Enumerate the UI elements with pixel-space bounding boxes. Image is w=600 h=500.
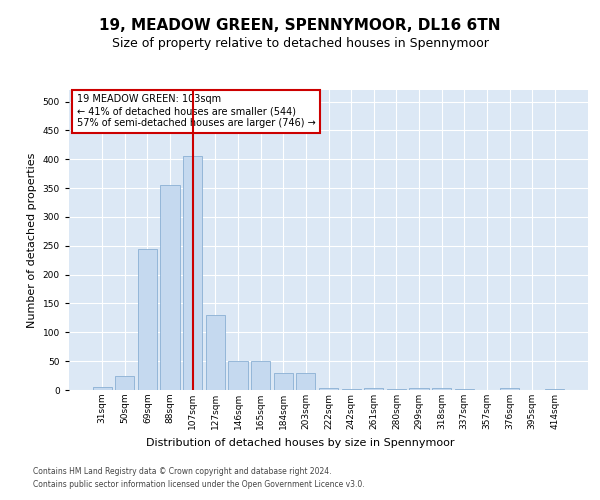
Bar	[92, 387, 112, 390]
Text: 19, MEADOW GREEN, SPENNYMOOR, DL16 6TN: 19, MEADOW GREEN, SPENNYMOOR, DL16 6TN	[99, 18, 501, 32]
Text: Contains public sector information licensed under the Open Government Licence v3: Contains public sector information licen…	[33, 480, 365, 489]
Text: Contains HM Land Registry data © Crown copyright and database right 2024.: Contains HM Land Registry data © Crown c…	[33, 467, 331, 476]
Bar	[251, 361, 270, 390]
Text: 19 MEADOW GREEN: 103sqm
← 41% of detached houses are smaller (544)
57% of semi-d: 19 MEADOW GREEN: 103sqm ← 41% of detache…	[77, 94, 316, 128]
Text: Size of property relative to detached houses in Spennymoor: Size of property relative to detached ho…	[112, 38, 488, 51]
Bar	[160, 185, 180, 390]
Bar	[206, 315, 225, 390]
Bar	[183, 156, 202, 390]
Bar	[229, 361, 248, 390]
Bar	[274, 372, 293, 390]
Bar	[319, 388, 338, 390]
Bar	[409, 388, 428, 390]
Bar	[364, 388, 383, 390]
Bar	[500, 388, 519, 390]
Y-axis label: Number of detached properties: Number of detached properties	[27, 152, 37, 328]
Bar	[432, 388, 451, 390]
Text: Distribution of detached houses by size in Spennymoor: Distribution of detached houses by size …	[146, 438, 454, 448]
Bar	[138, 248, 157, 390]
Bar	[115, 376, 134, 390]
Bar	[296, 372, 316, 390]
